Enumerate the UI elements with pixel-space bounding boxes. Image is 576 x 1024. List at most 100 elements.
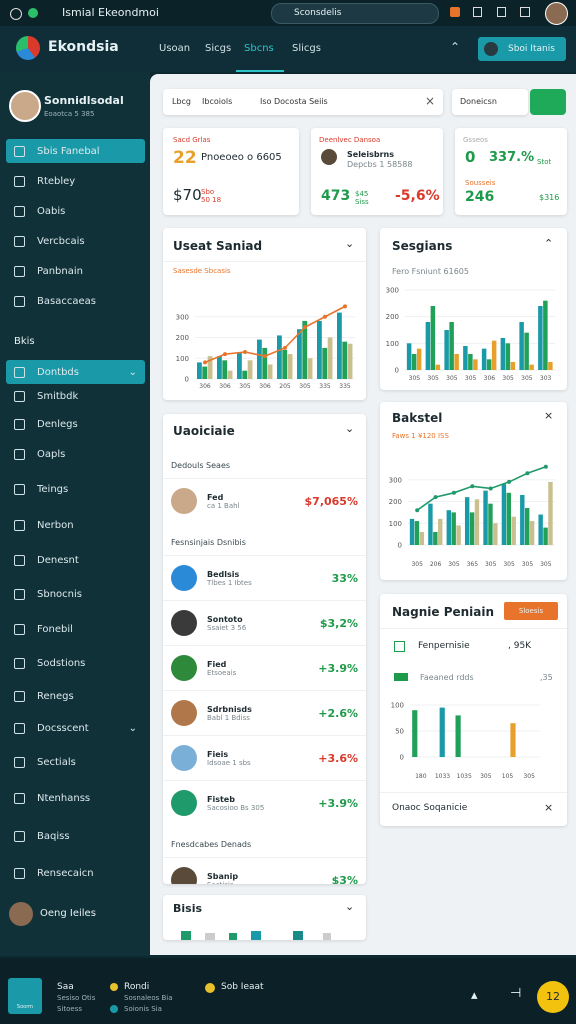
close[interactable]: × (425, 94, 436, 108)
menu-item[interactable]: Teings (6, 477, 145, 501)
search-box[interactable]: Sconsdelis (271, 3, 439, 24)
bar (277, 335, 282, 379)
tab[interactable]: Ibcoiols (202, 97, 233, 106)
menu-item[interactable]: Sectials (6, 750, 145, 774)
bar (520, 494, 525, 545)
tab[interactable]: Iso Docosta Seiis (260, 97, 328, 106)
bar (347, 343, 353, 379)
menu-item[interactable]: Baqiss (6, 824, 145, 848)
icon (394, 641, 405, 652)
menu-item[interactable]: Renegs (6, 684, 145, 708)
user-name[interactable]: Oeng Ieiles (40, 908, 96, 919)
chart-footer[interactable]: Onaoc Soqanicie (392, 803, 468, 813)
x-tick-label: 305 (465, 375, 477, 382)
icon[interactable] (450, 7, 460, 17)
x-tick-label: 205 (279, 383, 291, 390)
menu-item[interactable]: Vercbcais (6, 229, 145, 253)
menu-item[interactable]: Dontbds ⌄ (6, 360, 145, 384)
menu-item[interactable]: Panbnain (6, 259, 145, 283)
bar-series (416, 340, 553, 370)
menu-item[interactable]: Rensecaicn (6, 861, 145, 885)
icon[interactable] (520, 7, 530, 17)
menu-label: Smitbdk (37, 390, 79, 402)
nav-item[interactable]: Sicgs (205, 43, 232, 54)
chart: 0 100 200 300 30S 305 305 305 306 305 305 303 (386, 287, 555, 382)
bar (538, 514, 543, 545)
menu-item[interactable]: Nerbon (6, 513, 145, 537)
list-item[interactable]: Fied Etsoeais +3.9% (163, 645, 366, 690)
chevron: ⌄ (128, 722, 137, 734)
icon[interactable] (497, 7, 506, 17)
kpi-big: 0 (465, 148, 476, 166)
list-item[interactable]: Fed ca 1 Bahl $7,065% (163, 478, 366, 523)
kpi-value: 473 (321, 188, 351, 204)
avatar[interactable] (545, 2, 568, 25)
menu-item[interactable]: Denlegs (6, 412, 145, 436)
tab[interactable]: Lbcg (172, 97, 192, 106)
chevron[interactable]: ⌃ (544, 237, 554, 250)
toolbar: Lbcg Ibcoiols Iso Docosta Seiis × (163, 89, 443, 115)
icon[interactable]: ▴ (471, 988, 478, 1003)
list-item[interactable]: SbanipSactisis $3% (163, 857, 366, 884)
list-item[interactable]: Bedlsis Tlbes 1 Ibtes 33% (163, 555, 366, 600)
close[interactable]: × (544, 801, 554, 814)
menu-item[interactable]: Sbis Fanebal (6, 139, 145, 163)
point (451, 490, 456, 495)
chart-card: Useat Saniad ⌄ Sasesde Sbcasis 0 100 200 30… (163, 228, 366, 400)
menu-label: Oapls (37, 448, 66, 460)
nav-item[interactable]: Sbcns (244, 43, 274, 54)
profile-subtitle: Eoaotca 5 385 (44, 110, 95, 118)
footer-tile[interactable]: Soorm (8, 978, 42, 1014)
icon[interactable]: ⊣ (510, 986, 522, 1001)
kpi-card: Sacd Grlas 22 Pnoeoeo o 6605 $70 Sbo 50 … (163, 128, 299, 215)
chevron[interactable]: ⌃ (450, 40, 461, 54)
bar (529, 521, 535, 545)
chevron[interactable]: ⌄ (345, 900, 355, 913)
bar (486, 359, 492, 370)
kpi-text: Pnoeoeo o 6605 (201, 152, 282, 163)
nav-item[interactable]: Usoan (159, 43, 191, 54)
menu-item[interactable]: Smitbdk (6, 384, 145, 408)
chart-button[interactable]: Sloesis (504, 602, 558, 620)
item-name: Bedlsis (207, 569, 240, 579)
list-item[interactable]: Fisteb Sacosioo Bs 305 +3.9% (163, 780, 366, 825)
close[interactable]: × (544, 409, 554, 422)
decor (293, 931, 303, 940)
header-button[interactable]: Sboi Itanis (478, 37, 566, 61)
x-tick-label: 305 (522, 561, 534, 568)
menu-item[interactable]: Oabis (6, 199, 145, 223)
menu-item[interactable]: Sbnocnis (6, 582, 145, 606)
menu-item[interactable]: Fonebil (6, 617, 145, 641)
menu-item[interactable]: Sodstions (6, 651, 145, 675)
list-item[interactable]: Fieis Idsoae 1 sbs +3.6% (163, 735, 366, 780)
list-item[interactable]: Sontoto Ssaiet 3 56 $3,2% (163, 600, 366, 645)
icon[interactable] (473, 7, 482, 17)
bar (438, 518, 443, 545)
badge[interactable]: 12 (537, 981, 569, 1013)
menu-icon (14, 588, 25, 600)
action-button[interactable] (530, 89, 566, 115)
menu-item[interactable]: Docsscent ⌄ (6, 716, 145, 740)
menu-item[interactable]: Ntenhanss (6, 786, 145, 810)
menu-icon (14, 792, 25, 804)
y-tick-label: 300 (386, 287, 399, 295)
bar (548, 481, 553, 545)
menu-label: Sodstions (37, 657, 86, 669)
menu-item[interactable]: Rtebley (6, 169, 145, 193)
x-tick-label: 305 (521, 375, 533, 382)
chevron[interactable]: ⌄ (345, 422, 355, 435)
menu-item[interactable]: Denesnt (6, 548, 145, 572)
filter[interactable]: Doneicsn (452, 89, 528, 115)
chevron[interactable]: ⌄ (345, 237, 355, 250)
logo[interactable]: Ekondsia (48, 39, 119, 55)
nav-item[interactable]: Slicgs (292, 43, 321, 54)
icon (28, 8, 38, 18)
menu-label: Rensecaicn (37, 867, 94, 879)
line (416, 465, 547, 511)
bar (511, 516, 516, 545)
menu-item[interactable]: Basaccaeas (6, 289, 145, 313)
list-item[interactable]: Sdrbnisds Babl 1 Bdiss +2.6% (163, 690, 366, 735)
legend-swatch (394, 673, 408, 681)
menu-item[interactable]: Oapls (6, 442, 145, 466)
